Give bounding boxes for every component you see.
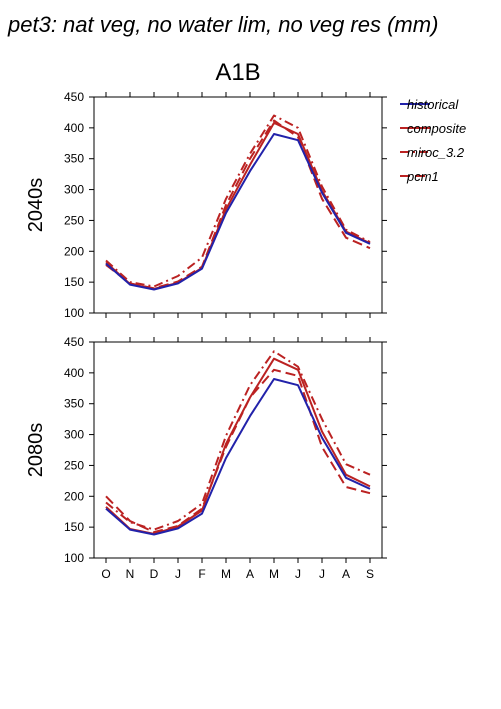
plot-frame xyxy=(93,96,383,314)
x-tick-label: A xyxy=(342,567,350,581)
y-tick-label: 200 xyxy=(64,489,84,503)
x-tick-label: A xyxy=(246,567,254,581)
plot-frame xyxy=(93,341,383,559)
y-tick-label: 100 xyxy=(64,551,84,565)
y-tick-label: 350 xyxy=(64,397,84,411)
y-tick-label: 250 xyxy=(64,213,84,227)
y-tick-label: 150 xyxy=(64,275,84,289)
x-tick-label: N xyxy=(126,567,135,581)
x-tick-label: J xyxy=(175,567,181,581)
legend-label-miroc: miroc_3.2 xyxy=(407,145,465,160)
legend-label-composite: composite xyxy=(407,121,466,136)
y-tick-label: 350 xyxy=(64,152,84,166)
x-tick-label: M xyxy=(269,567,279,581)
series-line-historical xyxy=(105,133,371,291)
legend: historical composite miroc_3.2 pcm1 xyxy=(400,97,466,184)
y-tick-label: 300 xyxy=(64,183,84,197)
x-tick-label: J xyxy=(319,567,325,581)
x-tick-label: J xyxy=(295,567,301,581)
series-line-composite xyxy=(105,357,371,535)
row-label-2080s: 2080s xyxy=(25,423,47,478)
legend-item-miroc: miroc_3.2 xyxy=(400,145,465,160)
series-line-miroc-3-2 xyxy=(105,114,371,288)
y-tick-label: 450 xyxy=(64,90,84,104)
legend-label-pcm1: pcm1 xyxy=(406,169,439,184)
y-tick-label: 150 xyxy=(64,520,84,534)
scenario-title: A1B xyxy=(215,59,260,86)
x-tick-label: F xyxy=(198,567,205,581)
x-tick-label: S xyxy=(366,567,374,581)
legend-item-historical: historical xyxy=(400,97,459,112)
y-tick-label: 450 xyxy=(64,335,84,349)
legend-item-pcm1: pcm1 xyxy=(400,169,439,184)
row-label-2040s: 2040s xyxy=(25,178,47,233)
series-line-historical xyxy=(105,378,371,536)
series-line-pcm1 xyxy=(105,368,371,534)
y-tick-label: 200 xyxy=(64,244,84,258)
legend-label-historical: historical xyxy=(407,97,459,112)
x-tick-label: M xyxy=(221,567,231,581)
y-tick-label: 300 xyxy=(64,428,84,442)
y-tick-label: 250 xyxy=(64,458,84,472)
panel-2080s: 2080s 100 150 200 250 300 350 400 450 O N D J F M A M J J… xyxy=(25,335,387,581)
series-line-miroc-3-2 xyxy=(105,350,371,531)
figure-title: pet3: nat veg, no water lim, no veg res … xyxy=(7,12,438,37)
y-tick-label: 400 xyxy=(64,366,84,380)
x-tick-label: D xyxy=(150,567,159,581)
x-tick-label: O xyxy=(101,567,110,581)
y-tick-label: 400 xyxy=(64,121,84,135)
legend-item-composite: composite xyxy=(400,121,466,136)
panel-2040s: 2040s 100 150 200 250 300 350 400 450 xyxy=(25,90,387,320)
y-tick-label: 100 xyxy=(64,306,84,320)
